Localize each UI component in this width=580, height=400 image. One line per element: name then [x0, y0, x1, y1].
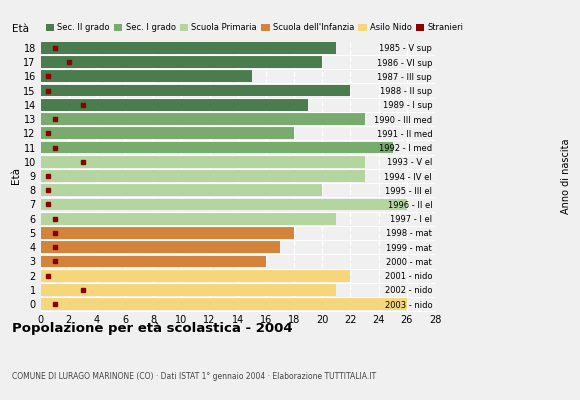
Text: Età: Età: [12, 24, 28, 34]
Text: Popolazione per età scolastica - 2004: Popolazione per età scolastica - 2004: [12, 322, 292, 335]
Bar: [41, 85, 350, 96]
Bar: [41, 156, 365, 168]
Bar: [41, 56, 322, 68]
Text: COMUNE DI LURAGO MARINONE (CO) · Dati ISTAT 1° gennaio 2004 · Elaborazione TUTTI: COMUNE DI LURAGO MARINONE (CO) · Dati IS…: [12, 372, 376, 381]
Bar: [41, 227, 294, 239]
Bar: [41, 113, 365, 125]
Bar: [41, 184, 322, 196]
Text: Anno di nascita: Anno di nascita: [561, 138, 571, 214]
Bar: [41, 270, 350, 282]
Y-axis label: Età: Età: [10, 168, 20, 184]
Bar: [41, 284, 336, 296]
Bar: [41, 298, 407, 310]
Bar: [41, 241, 280, 253]
Bar: [41, 142, 393, 153]
Legend: Sec. II grado, Sec. I grado, Scuola Primaria, Scuola dell'Infanzia, Asilo Nido, : Sec. II grado, Sec. I grado, Scuola Prim…: [45, 22, 465, 33]
Bar: [41, 199, 407, 210]
Bar: [41, 213, 336, 224]
Bar: [41, 170, 365, 182]
Bar: [41, 70, 252, 82]
Bar: [41, 42, 336, 54]
Bar: [41, 99, 308, 111]
Bar: [41, 128, 294, 139]
Bar: [41, 256, 266, 267]
